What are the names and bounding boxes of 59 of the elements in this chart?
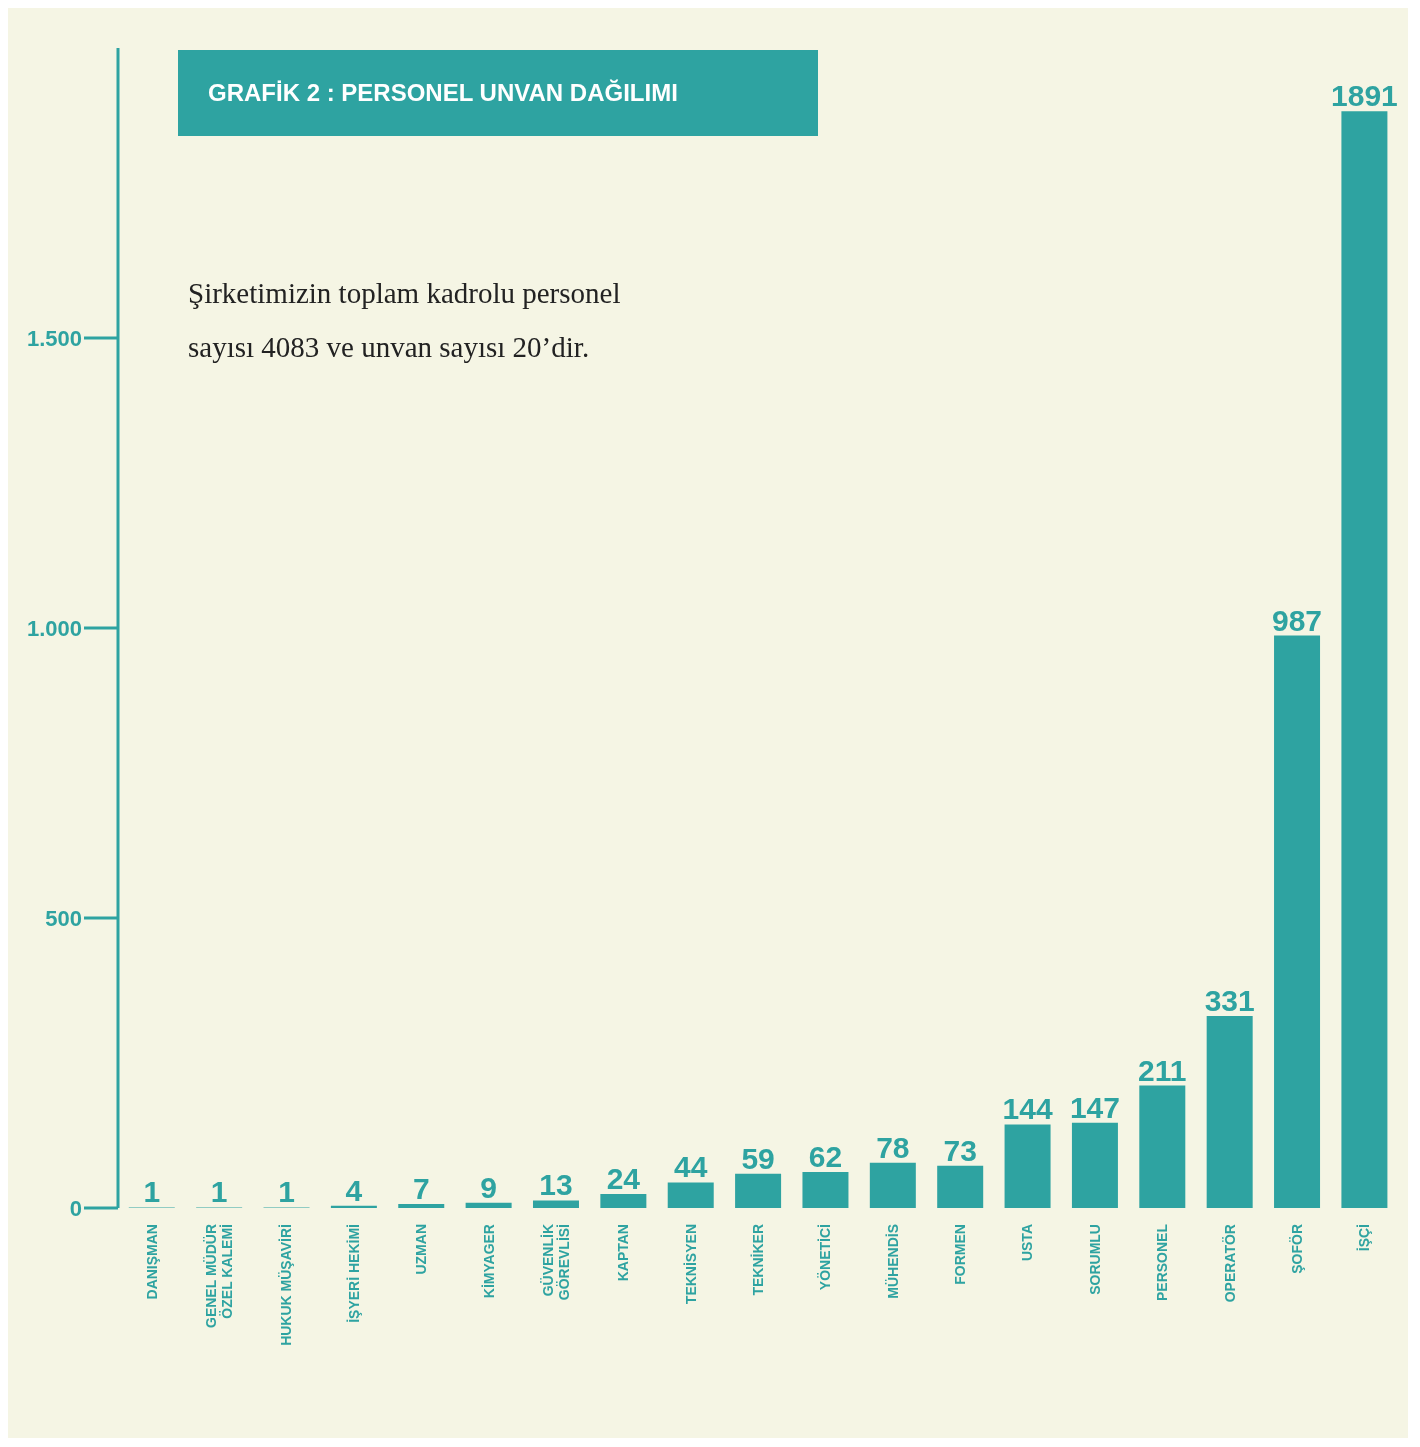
x-tick-label: KİMYAGER <box>480 1224 497 1299</box>
bar <box>802 1172 849 1208</box>
data-label: 44 <box>674 1150 708 1184</box>
data-label: 62 <box>808 1140 843 1174</box>
bar <box>1341 111 1388 1208</box>
bar <box>532 1200 579 1208</box>
x-tick-label: TEKNİKER <box>750 1224 766 1296</box>
x-tick-label: FORMEN <box>952 1224 969 1285</box>
x-tick-label: GENEL MÜDÜR ÖZEL KALEMİ <box>203 1224 236 1328</box>
data-label: 331 <box>1204 984 1255 1018</box>
bar <box>1274 635 1321 1208</box>
x-tick-label: KAPTAN <box>615 1224 632 1282</box>
bar <box>398 1203 445 1208</box>
data-label: 7 <box>412 1171 430 1205</box>
title-banner: GRAFİK 2 : PERSONEL UNVAN DAĞILIMI <box>178 50 818 136</box>
x-tick-label: DANIŞMAN <box>143 1224 160 1300</box>
x-tick-label: İŞÇİ <box>1356 1224 1373 1252</box>
x-tick-label: TEKNİSYEN <box>682 1224 699 1305</box>
bar <box>1004 1124 1051 1208</box>
bar <box>735 1173 782 1208</box>
y-tick-label: 0 <box>69 1195 82 1221</box>
y-tick-label: 1.500 <box>26 325 82 351</box>
x-tick-label: SORUMLU <box>1086 1224 1103 1295</box>
bar <box>1139 1085 1186 1208</box>
bar <box>465 1202 512 1208</box>
x-tick-label: USTA <box>1019 1224 1036 1262</box>
x-tick-label: OPERATÖR <box>1221 1224 1238 1303</box>
y-tick-label: 1.000 <box>26 615 82 641</box>
data-label: 78 <box>876 1130 910 1164</box>
data-label: 24 <box>606 1162 641 1196</box>
x-tick-label: YÖNETİCİ <box>817 1224 834 1291</box>
data-label: 987 <box>1272 603 1323 637</box>
bar <box>1071 1122 1118 1208</box>
x-tick-label: ŞOFÖR <box>1288 1224 1305 1274</box>
data-label: 144 <box>1002 1092 1053 1126</box>
bar <box>600 1194 647 1208</box>
data-label: 59 <box>741 1141 775 1175</box>
data-label: 1891 <box>1331 79 1398 113</box>
x-tick-label: GÜVENLİK GÖREVLİSİ <box>539 1224 572 1301</box>
data-label: 1 <box>210 1175 228 1209</box>
data-label: 1 <box>278 1175 295 1209</box>
data-label: 9 <box>480 1170 497 1204</box>
data-label: 73 <box>943 1133 977 1167</box>
x-tick-label: HUKUK MÜŞAVİRİ <box>278 1224 295 1346</box>
bar <box>667 1182 714 1208</box>
data-label: 1 <box>143 1175 161 1209</box>
x-tick-label: MÜHENDİS <box>884 1224 901 1299</box>
annotation: Şirketimizin toplam kadrolu personel sayısı 4083 ve unvan sayısı 20’dir. <box>188 276 622 365</box>
bar <box>869 1162 916 1208</box>
y-tick-label: 500 <box>45 905 82 931</box>
x-tick-label: PERSONEL <box>1154 1223 1171 1302</box>
data-label: 147 <box>1069 1090 1120 1124</box>
data-label: 211 <box>1138 1053 1187 1087</box>
x-tick-label: UZMAN <box>413 1224 430 1275</box>
data-label: 4 <box>345 1173 363 1207</box>
bar <box>937 1165 984 1208</box>
data-label: 13 <box>539 1168 573 1202</box>
bar <box>1206 1016 1253 1208</box>
x-tick-label: İŞYERİ HEKİMİ <box>345 1224 362 1323</box>
